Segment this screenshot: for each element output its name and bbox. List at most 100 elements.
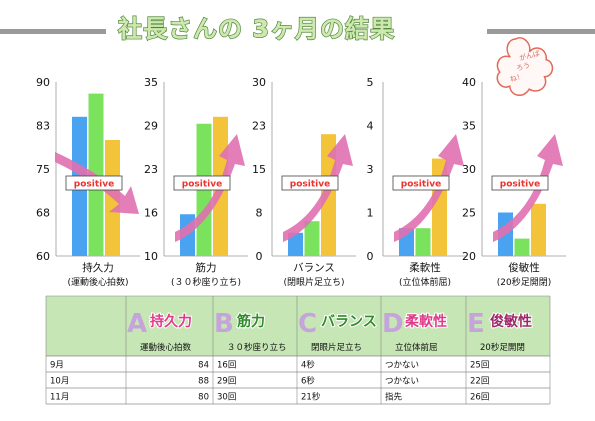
positive-badge-label: positive: [182, 180, 222, 190]
tick-label: 8: [256, 207, 263, 220]
table-header-e: E 俊敏性 20秒足開閉: [467, 309, 533, 353]
row-month: 10月: [50, 377, 69, 387]
tick-label: 29: [144, 120, 158, 133]
chart-subtitle: (運動後心拍数): [67, 276, 128, 288]
chart-subtitle: (３０秒座り立ち): [171, 276, 241, 288]
header-subtitle: 閉眼片足立ち: [311, 342, 362, 353]
chart-name: 持久力: [82, 261, 114, 274]
table-cell: 16回: [217, 361, 236, 371]
chart-panel-1: 90 83 75 68 60 positive 持久力 (運動後心拍数): [36, 76, 140, 288]
tick-label: 0: [367, 250, 374, 263]
chart-name: バランス: [293, 262, 335, 274]
header-subtitle: ３０秒座り立ち: [227, 342, 287, 353]
chart-panel-4: 5 4 3 1 0 positive 柔軟性 (立位体前屈): [367, 76, 467, 288]
table-cell: 指先: [385, 392, 403, 403]
positive-badge: [65, 175, 123, 191]
table-cell: 6秒: [301, 376, 315, 387]
header-subtitle: 運動後心拍数: [140, 342, 192, 353]
bar-oct: [415, 228, 431, 256]
tick-label: 20: [462, 250, 476, 263]
chart-panel-3: 30 23 15 8 0 positive バランス (閉眼片足立ち): [252, 76, 356, 288]
table-cell: 88: [198, 377, 209, 387]
header-letter: D: [382, 309, 404, 339]
tick-label: 23: [252, 120, 266, 133]
row-month: 9月: [50, 361, 64, 371]
header-letter: C: [298, 309, 317, 339]
bar-sep: [288, 232, 303, 256]
positive-badge: [281, 175, 339, 191]
bar-nov: [531, 203, 546, 256]
positive-badge: [392, 175, 450, 191]
header-subtitle: 20秒足開閉: [480, 342, 525, 353]
positive-badge: [173, 175, 231, 191]
table-cell: 80: [198, 393, 209, 403]
positive-badge-label: positive: [401, 180, 441, 190]
tick-label: 83: [36, 120, 50, 133]
stamp-line-3: ね！: [509, 72, 525, 83]
header-name: 筋力: [237, 313, 265, 330]
chart-panel-2: 35 29 23 16 10 positive 筋力 (３０秒座り立ち): [144, 76, 248, 288]
table-cell: 4秒: [301, 360, 315, 371]
chart-name: 筋力: [196, 261, 217, 274]
header-letter: A: [127, 309, 147, 339]
tick-label: 15: [252, 163, 266, 176]
trend-arrow: [283, 134, 353, 242]
chart-subtitle: (立位体前屈): [399, 276, 451, 288]
table-cell: 22回: [470, 377, 489, 387]
chart-subtitle: (20秒足開閉): [497, 276, 551, 288]
tick-label: 90: [36, 76, 50, 89]
header-name: 俊敏性: [490, 313, 532, 330]
table-cell: 25回: [470, 361, 489, 371]
table-cell: 84: [198, 361, 209, 371]
tick-label: 4: [367, 120, 374, 133]
header-name: 柔軟性: [404, 313, 447, 330]
table-header-b: B 筋力 ３０秒座り立ち: [214, 309, 287, 353]
header-name: 持久力: [150, 313, 192, 330]
tick-label: 5: [367, 76, 374, 89]
row-month: 11月: [50, 393, 69, 403]
table-cell: 30回: [217, 393, 236, 403]
positive-badge-label: positive: [74, 180, 114, 190]
table-grid: [45, 295, 551, 405]
flower-shape: [496, 37, 554, 96]
tick-label: 1: [367, 207, 374, 220]
tick-label: 35: [144, 76, 158, 89]
title-bar-right: [487, 29, 595, 34]
tick-label: 35: [462, 120, 476, 133]
table-cell: 26回: [470, 393, 489, 403]
trend-arrow: [175, 134, 245, 242]
table-cell: 29回: [217, 377, 236, 387]
trend-arrow: [493, 134, 563, 242]
header-subtitle: 立位体前屈: [395, 342, 438, 353]
table-cell: つかない: [385, 361, 419, 371]
tick-label: 60: [36, 250, 50, 263]
positive-badge-label: positive: [290, 180, 330, 190]
chart-name: 柔軟性: [409, 261, 441, 274]
tick-label: 30: [252, 76, 266, 89]
tick-label: 0: [256, 250, 263, 263]
positive-badge-label: positive: [500, 180, 540, 190]
stamp-line-2: ろう: [515, 61, 531, 72]
header-letter: E: [467, 309, 485, 339]
tick-label: 75: [36, 163, 50, 176]
charts-area: 9083756860positive持久力(運動後心拍数)3529231610p…: [36, 76, 566, 288]
encouragement-stamp: がんば ろう ね！: [496, 37, 554, 96]
table-cell: 21秒: [301, 392, 321, 403]
tick-label: 40: [462, 76, 476, 89]
tick-label: 68: [36, 207, 50, 220]
page-title: 社長さんの 3ヶ月の結果: [118, 15, 395, 43]
tick-label: 16: [144, 207, 158, 220]
table-cell: つかない: [385, 377, 419, 387]
tick-label: 23: [144, 163, 158, 176]
tick-label: 25: [462, 207, 476, 220]
bar-oct: [304, 221, 320, 256]
trend-arrow: [394, 134, 464, 242]
chart-panel-5: 40 35 30 25 20 positive 俊敏性 (20秒足開閉): [462, 76, 566, 288]
table-row: 9月 84 16回 4秒 つかない 25回: [50, 360, 489, 371]
tick-label: 3: [367, 163, 374, 176]
